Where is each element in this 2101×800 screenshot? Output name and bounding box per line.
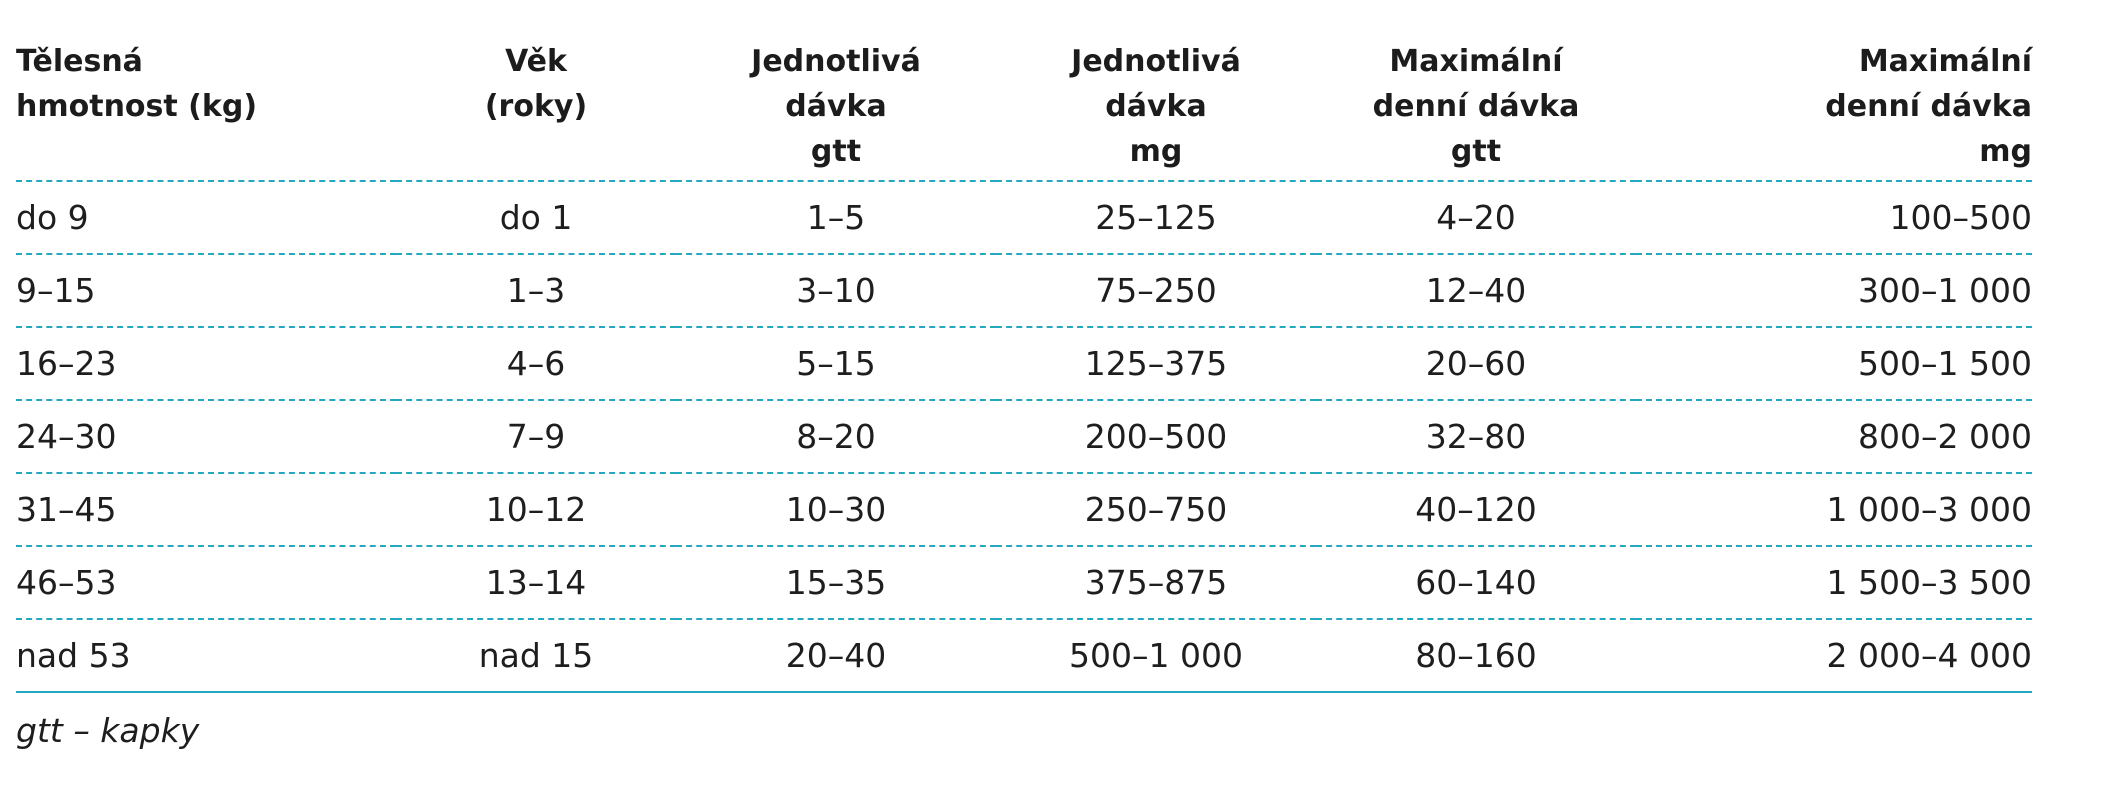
cell-age: 13–14: [396, 546, 676, 620]
cell-age: 1–3: [396, 254, 676, 328]
cell-single-dose-mg: 375–875: [996, 546, 1316, 620]
cell-age: 4–6: [396, 327, 676, 401]
table-footnote: gtt – kapky: [16, 711, 200, 750]
cell-body-weight: 31–45: [16, 473, 396, 547]
header-age: Věk (roky): [396, 34, 676, 182]
cell-max-daily-dose-gtt: 80–160: [1316, 619, 1636, 693]
header-row: Tělesná hmotnost (kg) Věk (roky) Jednotl…: [16, 34, 2032, 182]
table-row: do 9 do 1 1–5 25–125 4–20 100–500: [16, 181, 2032, 255]
cell-body-weight: 9–15: [16, 254, 396, 328]
header-single-dose-mg: Jednotlivá dávka mg: [996, 34, 1316, 182]
cell-single-dose-mg: 25–125: [996, 181, 1316, 255]
header-max-daily-dose-mg: Maximální denní dávka mg: [1636, 34, 2032, 182]
header-body-weight: Tělesná hmotnost (kg): [16, 34, 396, 182]
header-single-dose-gtt: Jednotlivá dávka gtt: [676, 34, 996, 182]
cell-max-daily-dose-gtt: 40–120: [1316, 473, 1636, 547]
cell-max-daily-dose-mg: 1 500–3 500: [1636, 546, 2032, 620]
cell-max-daily-dose-mg: 300–1 000: [1636, 254, 2032, 328]
cell-single-dose-gtt: 3–10: [676, 254, 996, 328]
header-max-daily-dose-gtt: Maximální denní dávka gtt: [1316, 34, 1636, 182]
cell-age: nad 15: [396, 619, 676, 693]
cell-max-daily-dose-mg: 100–500: [1636, 181, 2032, 255]
cell-age: do 1: [396, 181, 676, 255]
cell-single-dose-gtt: 20–40: [676, 619, 996, 693]
cell-single-dose-gtt: 8–20: [676, 400, 996, 474]
cell-single-dose-gtt: 10–30: [676, 473, 996, 547]
dosage-table: Tělesná hmotnost (kg) Věk (roky) Jednotl…: [16, 34, 2032, 693]
cell-body-weight: 46–53: [16, 546, 396, 620]
cell-body-weight: nad 53: [16, 619, 396, 693]
cell-max-daily-dose-mg: 500–1 500: [1636, 327, 2032, 401]
cell-body-weight: 24–30: [16, 400, 396, 474]
table-row: 24–30 7–9 8–20 200–500 32–80 800–2 000: [16, 400, 2032, 474]
cell-max-daily-dose-gtt: 20–60: [1316, 327, 1636, 401]
table-row: 16–23 4–6 5–15 125–375 20–60 500–1 500: [16, 327, 2032, 401]
cell-single-dose-gtt: 1–5: [676, 181, 996, 255]
cell-age: 10–12: [396, 473, 676, 547]
cell-single-dose-mg: 75–250: [996, 254, 1316, 328]
cell-single-dose-gtt: 5–15: [676, 327, 996, 401]
cell-max-daily-dose-gtt: 12–40: [1316, 254, 1636, 328]
cell-body-weight: do 9: [16, 181, 396, 255]
cell-age: 7–9: [396, 400, 676, 474]
table-row: nad 53 nad 15 20–40 500–1 000 80–160 2 0…: [16, 619, 2032, 693]
cell-single-dose-mg: 125–375: [996, 327, 1316, 401]
cell-max-daily-dose-gtt: 60–140: [1316, 546, 1636, 620]
cell-max-daily-dose-mg: 1 000–3 000: [1636, 473, 2032, 547]
cell-max-daily-dose-mg: 800–2 000: [1636, 400, 2032, 474]
cell-body-weight: 16–23: [16, 327, 396, 401]
cell-single-dose-gtt: 15–35: [676, 546, 996, 620]
table-row: 31–45 10–12 10–30 250–750 40–120 1 000–3…: [16, 473, 2032, 547]
cell-single-dose-mg: 250–750: [996, 473, 1316, 547]
cell-max-daily-dose-mg: 2 000–4 000: [1636, 619, 2032, 693]
cell-max-daily-dose-gtt: 32–80: [1316, 400, 1636, 474]
dosage-document: Tělesná hmotnost (kg) Věk (roky) Jednotl…: [16, 34, 2032, 750]
cell-max-daily-dose-gtt: 4–20: [1316, 181, 1636, 255]
table-row: 9–15 1–3 3–10 75–250 12–40 300–1 000: [16, 254, 2032, 328]
cell-single-dose-mg: 500–1 000: [996, 619, 1316, 693]
cell-single-dose-mg: 200–500: [996, 400, 1316, 474]
table-row: 46–53 13–14 15–35 375–875 60–140 1 500–3…: [16, 546, 2032, 620]
